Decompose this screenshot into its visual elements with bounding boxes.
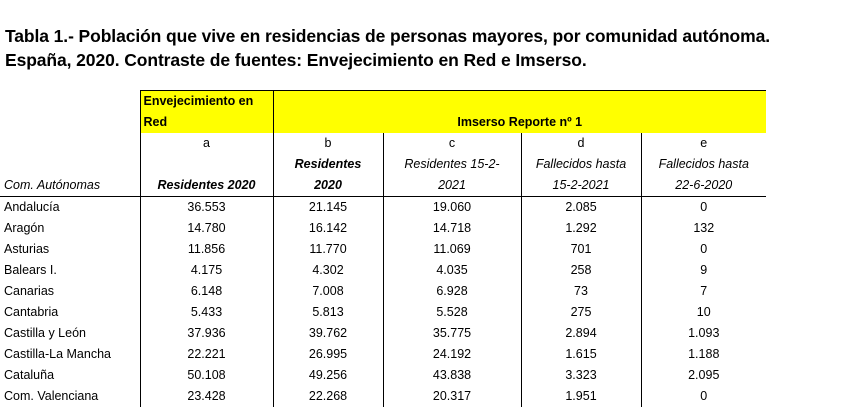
table-row: Asturias 11.856 11.770 11.069 701 0 [0,239,766,260]
cell-col-e: 2.095 [640,365,766,386]
cell-region: Aragón [4,221,45,235]
empty-cell [0,133,140,154]
cell-region: Cantabria [4,305,59,319]
cell-col-b: 39.762 [272,323,383,344]
table-row: Cataluña 50.108 49.256 43.838 3.323 2.095 [0,365,766,386]
cell-col-e: 132 [640,218,766,239]
letter-e: e [640,133,766,154]
cell-col-d: 3.323 [520,365,641,386]
letter-d: d [520,133,641,154]
cell-col-b: 22.268 [272,386,383,407]
cell-col-d: 701 [520,239,641,260]
cell-col-a: 6.148 [139,281,273,302]
letter-c: c [382,133,521,154]
cell-region: Balears I. [4,263,57,277]
table-row: Canarias 6.148 7.008 6.928 73 7 [0,281,766,302]
cell-region: Asturias [4,242,50,256]
group-header-red: Envejecimiento en Red [139,90,273,133]
cell-col-b: 11.770 [272,239,383,260]
cell-region: Com. Valenciana [4,389,99,403]
cell-col-e: 0 [640,386,766,407]
cell-col-c: 5.528 [382,302,521,323]
letter-b: b [272,133,383,154]
cell-col-d: 275 [520,302,641,323]
title-line-2: España, 2020. Contraste de fuentes: Enve… [5,50,587,70]
title-line-1: Tabla 1.- Población que vive en residenc… [5,26,770,46]
col-c-header-line2: 2021 [382,175,521,197]
cell-col-a: 37.936 [139,323,273,344]
col-d-header-line2: 15-2-2021 [520,175,641,197]
cell-col-d: 1.292 [520,218,641,239]
col-e-header-line2: 22-6-2020 [640,175,766,197]
cell-col-a: 23.428 [139,386,273,407]
cell-col-d: 2.085 [520,196,641,218]
table-row: Cantabria 5.433 5.813 5.528 275 10 [0,302,766,323]
cell-col-e: 10 [640,302,766,323]
cell-col-a: 36.553 [139,196,273,218]
group-header-red-line1: Envejecimiento en [143,94,254,108]
cell-col-b: 49.256 [272,365,383,386]
cell-col-b: 5.813 [272,302,383,323]
empty-cell [0,112,140,133]
cell-col-c: 6.928 [382,281,521,302]
cell-region: Castilla-La Mancha [4,347,111,361]
cell-col-c: 35.775 [382,323,521,344]
col-b-header-line1: Residentes [272,154,383,175]
cell-col-e: 0 [640,239,766,260]
cell-region: Cataluña [4,368,55,382]
empty-cell [139,154,273,175]
table-title: Tabla 1.- Población que vive en residenc… [5,24,860,72]
cell-col-b: 4.302 [272,260,383,281]
cell-col-e: 1.093 [640,323,766,344]
cell-col-a: 4.175 [139,260,273,281]
table-row: Castilla y León 37.936 39.762 35.775 2.894 1.… [0,323,766,344]
col-e-header-line1: Fallecidos hasta [640,154,766,175]
cell-col-a: 22.221 [139,344,273,365]
cell-col-d: 258 [520,260,641,281]
table-row: Castilla-La Mancha 22.221 26.995 24.192 1.61… [0,344,766,365]
table-row: Balears I. 4.175 4.302 4.035 258 9 [0,260,766,281]
cell-col-d: 1.951 [520,386,641,407]
cell-region: Castilla y León [4,326,86,340]
cell-col-c: 11.069 [382,239,521,260]
cell-col-b: 26.995 [272,344,383,365]
cell-col-c: 4.035 [382,260,521,281]
table-row: Com. Valenciana 23.428 22.268 20.317 1.951 0 [0,386,766,407]
col-b-header-line2: 2020 [272,175,383,197]
cell-col-c: 14.718 [382,218,521,239]
cell-region: Andalucía [4,200,60,214]
cell-col-c: 19.060 [382,196,521,218]
col-c-header-line1: Residentes 15-2- [382,154,521,175]
col-a-header: Residentes 2020 [139,175,273,197]
cell-col-c: 43.838 [382,365,521,386]
cell-col-d: 2.894 [520,323,641,344]
cell-col-e: 1.188 [640,344,766,365]
cell-col-a: 14.780 [139,218,273,239]
empty-corner [0,91,140,113]
col-region-header: Com. Autónomas [0,175,140,197]
cell-col-e: 7 [640,281,766,302]
cell-col-e: 0 [640,196,766,218]
cell-col-a: 5.433 [139,302,273,323]
table-row: Andalucía 36.553 21.145 19.060 2.085 0 [0,196,766,218]
cell-col-b: 7.008 [272,281,383,302]
cell-col-d: 73 [520,281,641,302]
cell-col-b: 16.142 [272,218,383,239]
cell-col-a: 11.856 [139,239,273,260]
table-row: Aragón 14.780 16.142 14.718 1.292 132 [0,218,766,239]
cell-col-b: 21.145 [272,196,383,218]
letter-a: a [139,133,273,154]
group-header-red-line2: Red [143,115,168,129]
data-table: Envejecimiento en Red Imserso Reporte nº… [0,90,766,407]
cell-region: Canarias [4,284,55,298]
group-header-imserso-top [272,90,766,112]
cell-col-d: 1.615 [520,344,641,365]
cell-col-e: 9 [640,260,766,281]
group-header-imserso: Imserso Reporte nº 1 [272,112,766,133]
cell-col-c: 20.317 [382,386,521,407]
cell-col-c: 24.192 [382,344,521,365]
empty-cell [0,154,140,175]
cell-col-a: 50.108 [139,365,273,386]
col-d-header-line1: Fallecidos hasta [520,154,641,175]
